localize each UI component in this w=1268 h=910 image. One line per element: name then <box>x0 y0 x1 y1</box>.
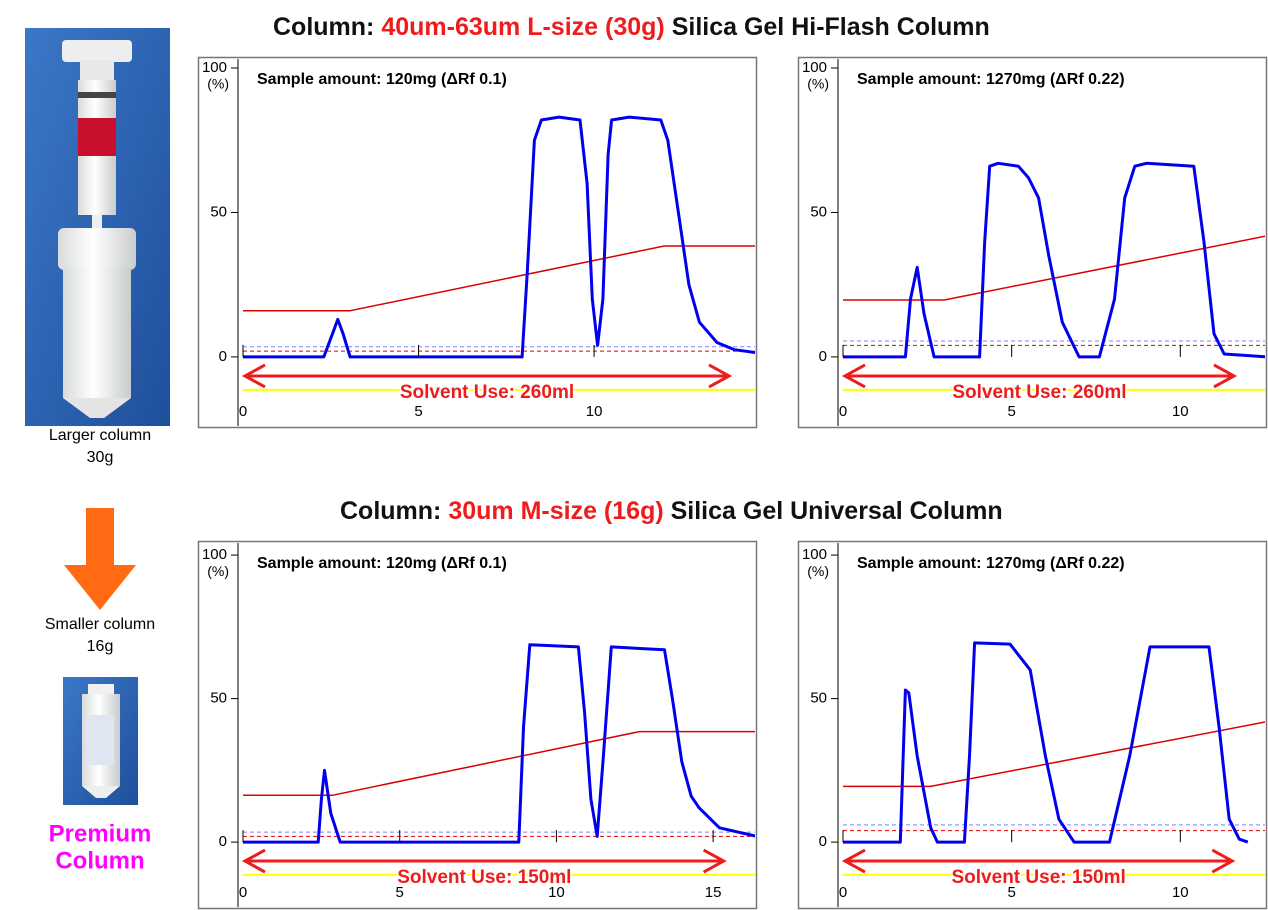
annotation: Solvent Use: 150ml <box>397 867 571 888</box>
heading: Column: 40um-63um L-size (30g) Silica Ge… <box>273 13 990 42</box>
y-unit: (%) <box>807 76 829 92</box>
chart-subtitle: Sample amount: 120mg (ΔRf 0.1) <box>257 71 507 88</box>
x-tick-label: 10 <box>548 884 565 901</box>
plot-area <box>843 641 1265 876</box>
chart-subtitle: Sample amount: 1270mg (ΔRf 0.22) <box>857 71 1125 88</box>
arrow-head <box>841 363 866 389</box>
heading-highlight: 40um-63um L-size (30g) <box>381 13 665 41</box>
y-tick-label: 100 <box>802 546 827 563</box>
badge: Column <box>55 847 144 874</box>
side-label: Larger column <box>49 427 151 444</box>
trace <box>843 721 1265 788</box>
y-tick-label: 50 <box>210 203 227 220</box>
y-tick-label: 0 <box>219 348 227 365</box>
plot-area <box>843 161 1265 391</box>
y-tick-label: 50 <box>810 203 827 220</box>
x-tick-label: 0 <box>839 403 847 420</box>
chromatogram: 0 50 100(%) 0 5 10 Solvent Use: 260ml Sample am… <box>197 56 758 429</box>
heading-highlight: 30um M-size (16g) <box>448 497 664 525</box>
y-tick-label: 100 <box>802 59 827 76</box>
y-tick-label: 0 <box>819 833 827 850</box>
x-tick-label: 0 <box>839 884 847 901</box>
x-tick-label: 15 <box>705 884 722 901</box>
trace <box>243 643 755 844</box>
arrow-head <box>708 363 733 389</box>
x-tick-label: 5 <box>1007 884 1015 901</box>
plot-frame <box>197 56 758 429</box>
trace <box>843 235 1265 301</box>
x-tick-label: 10 <box>1172 403 1189 420</box>
annotation: Solvent Use: 260ml <box>952 382 1126 403</box>
trace <box>243 730 755 797</box>
plot-area <box>243 643 755 876</box>
x-tick-label: 10 <box>1172 884 1189 901</box>
down-arrow <box>64 508 136 610</box>
trace <box>843 161 1265 359</box>
heading-suffix: Silica Gel Hi-Flash Column <box>664 13 990 41</box>
arrow-head <box>241 848 266 874</box>
x-tick-label: 10 <box>586 403 603 420</box>
arrow-head <box>702 848 727 874</box>
heading-prefix: Column: <box>273 13 382 41</box>
y-unit: (%) <box>807 563 829 579</box>
chromatogram: 0 50 100(%) 0 5 10 Solvent Use: 260ml Sample am… <box>797 56 1268 429</box>
plot-frame <box>797 540 1268 910</box>
chart-subtitle: Sample amount: 120mg (ΔRf 0.1) <box>257 555 507 572</box>
chromatogram: 0 50 100(%) 0 5 10 Solvent Use: 150ml Sample am… <box>797 540 1268 910</box>
x-tick-label: 5 <box>1007 403 1015 420</box>
arrow-head <box>1213 363 1238 389</box>
y-tick-label: 50 <box>810 690 827 707</box>
x-tick-label: 0 <box>239 884 247 901</box>
large-column-photo <box>25 28 170 426</box>
side-label: 16g <box>87 638 114 655</box>
y-tick-label: 50 <box>210 690 227 707</box>
trace <box>843 641 1249 844</box>
side-label: 30g <box>87 449 114 466</box>
plot-frame <box>197 540 758 910</box>
heading-suffix: Silica Gel Universal Column <box>663 497 1003 525</box>
x-tick-label: 5 <box>414 403 422 420</box>
annotation: Solvent Use: 260ml <box>400 382 574 403</box>
side-label: Smaller column <box>45 616 155 633</box>
y-unit: (%) <box>207 563 229 579</box>
plot-frame <box>797 56 1268 429</box>
heading-prefix: Column: <box>340 497 449 525</box>
small-column-photo <box>63 677 138 805</box>
y-tick-label: 0 <box>819 348 827 365</box>
x-tick-label: 0 <box>239 403 247 420</box>
badge: Premium <box>49 820 152 847</box>
trace <box>243 115 755 359</box>
plot-area <box>243 115 755 391</box>
y-tick-label: 100 <box>202 546 227 563</box>
chart-subtitle: Sample amount: 1270mg (ΔRf 0.22) <box>857 555 1125 572</box>
y-tick-label: 100 <box>202 59 227 76</box>
y-tick-label: 0 <box>219 833 227 850</box>
x-tick-label: 5 <box>396 884 404 901</box>
arrow-head <box>241 363 266 389</box>
trace <box>243 245 755 312</box>
arrow-head <box>841 848 866 874</box>
y-unit: (%) <box>207 76 229 92</box>
chromatogram: 0 50 100(%) 0 5 10 15 Solvent Use: 150ml Sample … <box>197 540 758 910</box>
arrow-head <box>1211 848 1236 874</box>
heading: Column: 30um M-size (16g) Silica Gel Uni… <box>340 497 1003 526</box>
annotation: Solvent Use: 150ml <box>952 867 1126 888</box>
